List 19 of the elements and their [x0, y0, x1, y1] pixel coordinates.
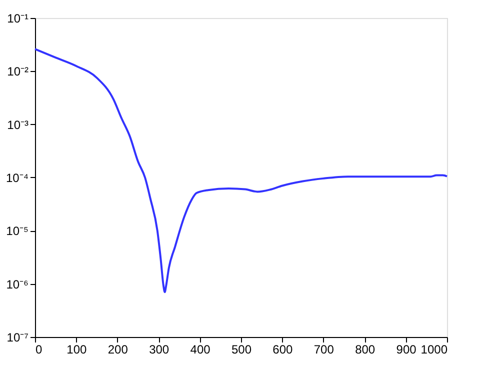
line-series	[34, 48, 448, 294]
y-tick-label: 10⁻⁶	[6, 277, 29, 292]
x-tick-label: 400	[190, 342, 211, 356]
x-tick-label: 300	[149, 342, 170, 356]
y-tick-label: 10⁻¹	[7, 12, 29, 26]
x-tick-label: 500	[231, 342, 252, 356]
x-tick-label: 200	[108, 342, 128, 356]
y-tick-label: 10⁻³	[7, 118, 29, 132]
y-tick-label: 10⁻⁵	[6, 224, 29, 238]
x-tick-label: 100	[66, 342, 88, 356]
x-tick-label: 0	[36, 342, 42, 356]
x-tick-label: 900	[396, 342, 417, 356]
y-tick-label: 10⁻²	[7, 64, 29, 79]
x-tick-label: 600	[272, 342, 294, 356]
y-tick-label: 10⁻⁷	[6, 330, 28, 344]
x-tick-label: 800	[355, 342, 376, 356]
x-tick-label: 700	[314, 342, 334, 356]
x-tick-label: 1000	[420, 342, 448, 356]
y-tick-label: 10⁻⁴	[6, 171, 28, 185]
